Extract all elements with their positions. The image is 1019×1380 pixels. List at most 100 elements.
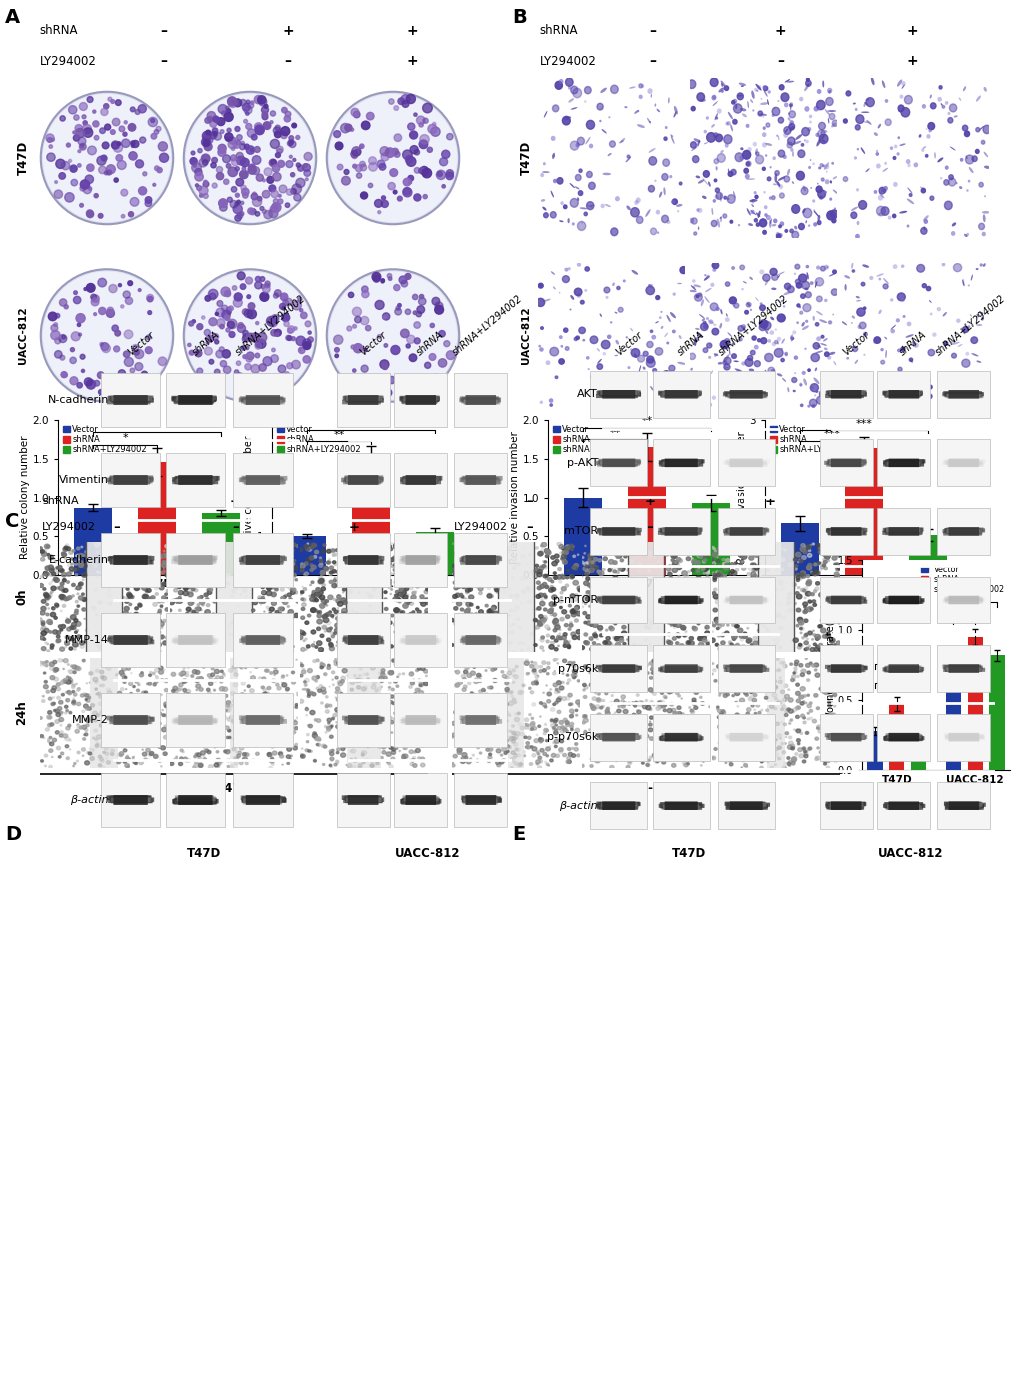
Circle shape xyxy=(196,676,201,680)
Circle shape xyxy=(794,373,796,374)
FancyBboxPatch shape xyxy=(113,798,151,802)
Circle shape xyxy=(700,744,702,745)
Circle shape xyxy=(86,380,96,389)
Circle shape xyxy=(345,715,348,718)
Circle shape xyxy=(264,168,272,175)
Ellipse shape xyxy=(750,210,755,215)
Circle shape xyxy=(548,602,553,606)
Circle shape xyxy=(646,759,649,762)
Circle shape xyxy=(623,643,626,644)
Circle shape xyxy=(176,662,178,664)
Circle shape xyxy=(287,141,292,146)
Circle shape xyxy=(610,676,613,679)
Circle shape xyxy=(797,150,804,157)
Circle shape xyxy=(585,266,589,270)
Circle shape xyxy=(872,190,876,195)
Circle shape xyxy=(637,744,640,747)
Circle shape xyxy=(278,752,282,755)
Circle shape xyxy=(310,544,315,548)
Circle shape xyxy=(528,713,531,716)
Circle shape xyxy=(935,306,941,312)
Circle shape xyxy=(792,672,795,673)
Circle shape xyxy=(690,709,693,712)
Circle shape xyxy=(438,330,445,337)
Circle shape xyxy=(355,378,362,385)
FancyBboxPatch shape xyxy=(660,393,697,397)
Circle shape xyxy=(707,589,711,592)
Circle shape xyxy=(766,328,768,331)
Circle shape xyxy=(453,552,460,556)
Circle shape xyxy=(741,615,745,618)
Circle shape xyxy=(393,622,397,627)
Ellipse shape xyxy=(855,299,860,302)
Circle shape xyxy=(87,164,94,171)
FancyBboxPatch shape xyxy=(244,559,284,563)
Circle shape xyxy=(804,751,807,752)
Circle shape xyxy=(90,756,94,760)
Circle shape xyxy=(560,574,562,575)
Circle shape xyxy=(95,745,99,748)
Circle shape xyxy=(615,686,618,689)
Circle shape xyxy=(149,753,152,756)
FancyBboxPatch shape xyxy=(886,596,919,600)
Circle shape xyxy=(302,632,306,635)
Circle shape xyxy=(77,323,81,327)
Circle shape xyxy=(808,115,811,119)
Circle shape xyxy=(48,697,52,700)
Circle shape xyxy=(662,744,664,745)
Circle shape xyxy=(211,163,216,168)
Circle shape xyxy=(61,693,64,696)
Circle shape xyxy=(130,553,132,556)
Circle shape xyxy=(814,323,818,326)
Circle shape xyxy=(132,631,135,633)
Circle shape xyxy=(320,702,323,704)
Circle shape xyxy=(70,357,76,363)
Circle shape xyxy=(63,548,67,552)
Circle shape xyxy=(407,602,409,604)
Circle shape xyxy=(662,675,666,678)
Circle shape xyxy=(161,607,162,609)
FancyBboxPatch shape xyxy=(829,665,863,669)
Circle shape xyxy=(476,544,479,545)
Circle shape xyxy=(66,726,70,730)
Circle shape xyxy=(750,584,754,588)
Circle shape xyxy=(769,599,771,602)
Circle shape xyxy=(248,638,251,639)
FancyBboxPatch shape xyxy=(947,802,981,806)
Circle shape xyxy=(496,570,498,571)
Circle shape xyxy=(711,756,715,760)
FancyBboxPatch shape xyxy=(404,635,435,640)
FancyBboxPatch shape xyxy=(404,718,441,723)
Circle shape xyxy=(78,582,84,585)
Bar xyxy=(233,613,292,668)
Circle shape xyxy=(203,613,208,617)
Circle shape xyxy=(745,161,750,167)
Circle shape xyxy=(43,272,171,400)
Ellipse shape xyxy=(856,221,859,225)
Circle shape xyxy=(825,632,829,635)
Ellipse shape xyxy=(717,87,723,92)
Circle shape xyxy=(294,705,298,708)
Circle shape xyxy=(216,319,225,327)
Circle shape xyxy=(220,602,223,604)
Circle shape xyxy=(75,124,83,132)
Circle shape xyxy=(941,395,949,403)
Circle shape xyxy=(753,580,756,582)
Circle shape xyxy=(500,753,502,756)
Circle shape xyxy=(150,628,154,631)
Bar xyxy=(876,439,929,486)
Ellipse shape xyxy=(770,287,775,290)
Circle shape xyxy=(240,185,246,190)
FancyBboxPatch shape xyxy=(243,399,282,403)
Circle shape xyxy=(264,669,268,672)
Circle shape xyxy=(180,620,185,624)
Bar xyxy=(717,782,774,829)
Circle shape xyxy=(191,638,195,642)
Ellipse shape xyxy=(829,374,830,378)
FancyBboxPatch shape xyxy=(176,720,212,724)
Circle shape xyxy=(634,727,637,730)
Circle shape xyxy=(643,720,646,723)
Circle shape xyxy=(872,339,876,344)
FancyBboxPatch shape xyxy=(345,798,381,803)
Circle shape xyxy=(675,691,679,694)
